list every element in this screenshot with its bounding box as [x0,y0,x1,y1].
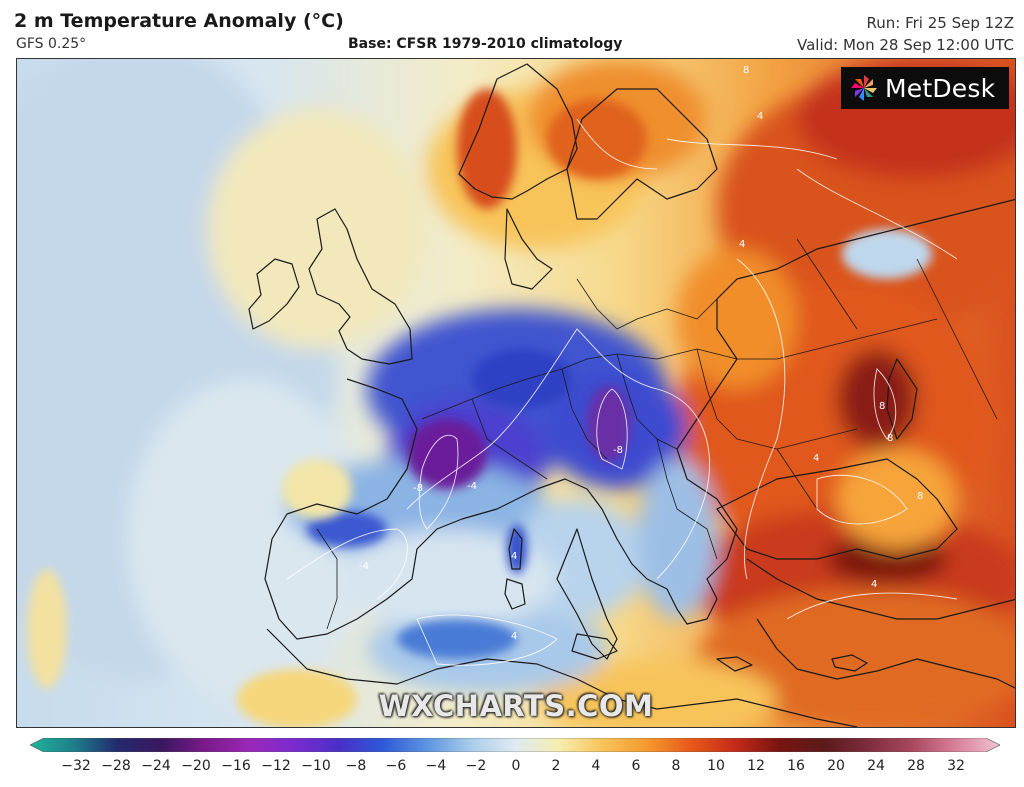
colorbar-tick-label: −24 [141,758,171,774]
contour-label: 4 [813,453,819,464]
contour-label: 4 [871,579,877,590]
colorbar-tick-label: −12 [261,758,291,774]
colorbar-tick-label: −2 [465,758,487,774]
contour-label: -4 [359,561,369,572]
colorbar-tick-label: 10 [707,758,725,774]
chart-title: 2 m Temperature Anomaly (°C) [14,10,344,32]
contour-label: 4 [739,239,745,250]
contour-label: -8 [413,483,423,494]
wxcharts-watermark: WXCHARTS.COM [378,689,654,723]
colorbar-tick-label: 28 [907,758,925,774]
contour-label: 4 [511,551,517,562]
colorbar-tick-label: −28 [101,758,131,774]
colorbar-tick-label: −16 [221,758,251,774]
anomaly-map[interactable]: -8 -8 -4 4 4 4 8 8 8 4 4 -4 4 8 [16,58,1016,728]
contour-label: -8 [613,445,623,456]
valid-time-label: Valid: Mon 28 Sep 12:00 UTC [797,36,1014,54]
colorbar-ticks: −32 −28 −24 −20 −16 −12 −10 −8 −6 −4 −2 0 2 4 6 8 10 12 16… [0,758,1024,780]
contour-label: 4 [757,111,763,122]
colorbar-tick-label: 2 [551,758,561,774]
contour-label: 8 [917,491,923,502]
contour-lines [286,118,958,666]
base-climatology-label: Base: CFSR 1979-2010 climatology [348,36,623,52]
contour-labels: -8 -8 -4 4 4 4 8 8 8 4 4 -4 4 8 [359,65,923,642]
colorbar-tick-label: 4 [591,758,601,774]
colorbar-tick-label: 8 [671,758,681,774]
coastlines [248,63,1015,727]
colorbar-tick-label: −4 [425,758,447,774]
contour-label: 8 [879,401,885,412]
run-time-label: Run: Fri 25 Sep 12Z [866,14,1014,32]
colorbar-tick-label: −6 [385,758,407,774]
model-label: GFS 0.25° [16,36,87,52]
pinwheel-logo-icon [851,75,877,101]
colorbar-tick-label: 16 [787,758,805,774]
map-canvas: -8 -8 -4 4 4 4 8 8 8 4 4 -4 4 8 [17,59,1015,727]
colorbar-tick-label: −20 [181,758,211,774]
contour-label: 8 [743,65,749,76]
contour-label: -4 [467,481,477,492]
cold-cores [307,349,631,659]
colorbar-tick-label: 32 [947,758,965,774]
country-borders [316,238,998,630]
contour-label: 4 [511,631,517,642]
colorbar-tick-label: 0 [511,758,521,774]
metdesk-logo: MetDesk [841,67,1009,109]
colorbar-tick-label: 20 [827,758,845,774]
colorbar-tick-label: 12 [747,758,765,774]
colorbar-tick-label: −32 [61,758,91,774]
colorbar-tick-label: −8 [345,758,367,774]
colorbar-tick-label: −10 [301,758,331,774]
contour-label: 8 [887,433,893,444]
metdesk-logo-text: MetDesk [885,73,996,103]
colorbar-tick-label: 24 [867,758,885,774]
colorbar-tick-label: 6 [631,758,641,774]
colorbar [30,738,1000,752]
